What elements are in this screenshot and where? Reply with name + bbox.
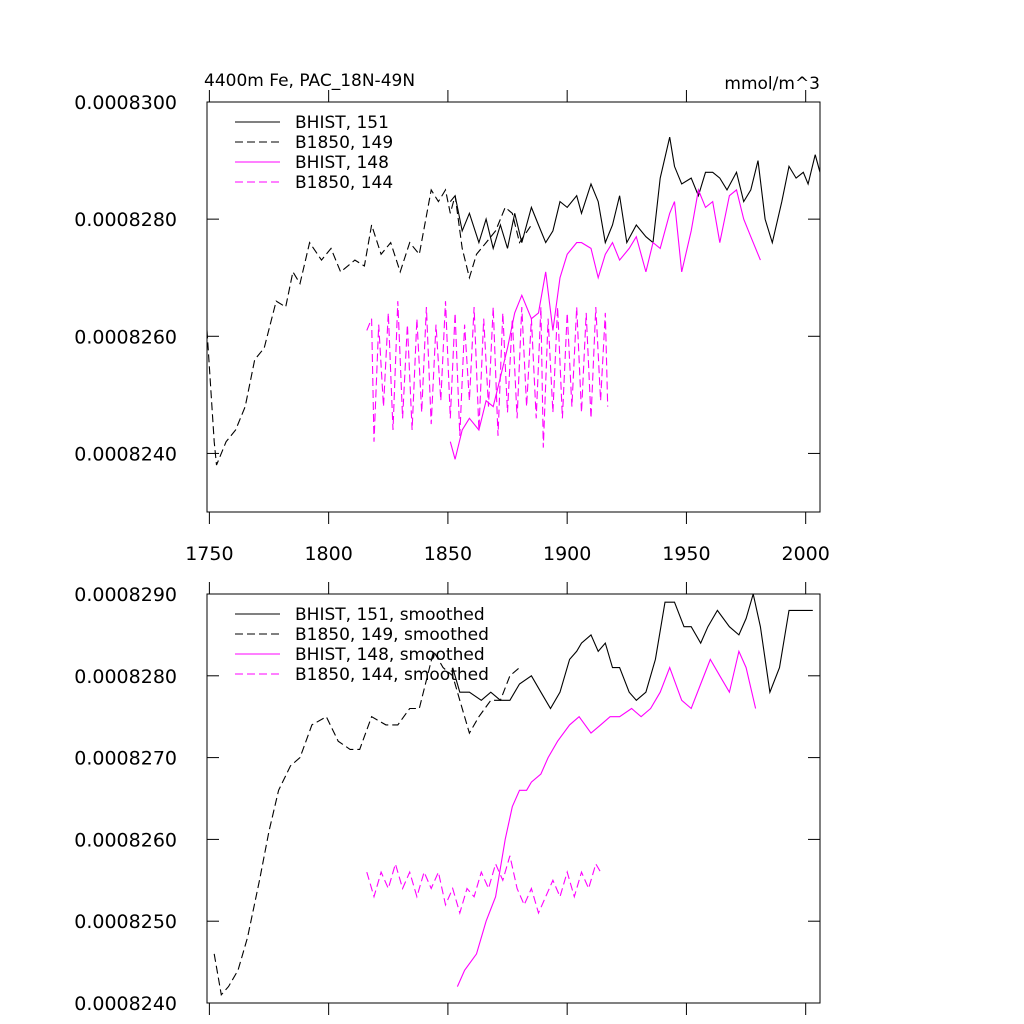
x-tick-label: 2000 bbox=[782, 543, 830, 565]
y-tick-label: 0.0008280 bbox=[74, 209, 177, 231]
legend-label: B1850, 149, smoothed bbox=[295, 625, 489, 645]
series-line bbox=[449, 136, 821, 251]
plot-frame bbox=[206, 593, 821, 1004]
y-tick-label: 0.0008280 bbox=[74, 666, 177, 688]
legend-label: B1850, 144 bbox=[295, 173, 393, 193]
legend-label: BHIST, 151, smoothed bbox=[295, 605, 485, 625]
y-tick-label: 0.0008260 bbox=[74, 326, 177, 348]
x-tick-label: 1750 bbox=[185, 543, 233, 565]
y-tick-label: 0.0008260 bbox=[74, 829, 177, 851]
y-tick-label: 0.0008300 bbox=[74, 92, 177, 114]
legend-label: BHIST, 151 bbox=[295, 113, 389, 133]
y-tick-label: 0.0008240 bbox=[74, 993, 177, 1015]
series-line bbox=[366, 855, 602, 915]
x-tick-label: 1950 bbox=[662, 543, 710, 565]
x-tick-label: 1900 bbox=[543, 543, 591, 565]
legend-label: B1850, 149 bbox=[295, 133, 393, 153]
series-line bbox=[449, 187, 761, 460]
chart-title: 4400m Fe, PAC_18N-49N bbox=[204, 71, 415, 91]
legend-label: BHIST, 148, smoothed bbox=[295, 645, 485, 665]
y-tick-label: 0.0008290 bbox=[74, 584, 177, 606]
x-tick-label: 1850 bbox=[424, 543, 472, 565]
series-line bbox=[213, 649, 520, 997]
x-tick-label: 1800 bbox=[304, 543, 352, 565]
series-line bbox=[452, 593, 813, 710]
plot-frame bbox=[206, 101, 821, 513]
y-tick-label: 0.0008240 bbox=[74, 443, 177, 465]
series-line bbox=[456, 649, 757, 987]
units-label: mmol/m^3 bbox=[724, 74, 820, 94]
y-tick-label: 0.0008270 bbox=[74, 748, 177, 770]
y-tick-label: 0.0008250 bbox=[74, 911, 177, 933]
series-line bbox=[366, 301, 609, 448]
legend-label: B1850, 144, smoothed bbox=[295, 665, 489, 685]
legend-label: BHIST, 148 bbox=[295, 153, 389, 173]
